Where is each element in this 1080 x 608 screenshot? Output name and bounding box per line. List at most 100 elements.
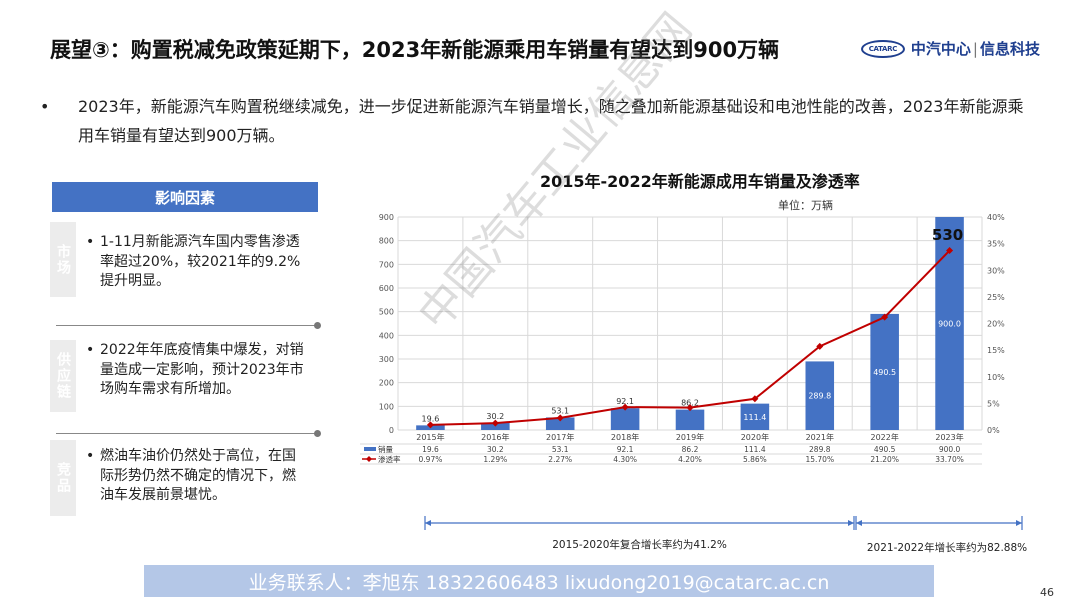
line-point <box>686 404 694 412</box>
slide-title: 展望③：购置税减免政策延期下，2023年新能源乘用车销量有望达到900万辆 <box>50 38 780 62</box>
bar-value-label: 289.8 <box>808 392 831 401</box>
legend-bar-value: 86.2 <box>682 445 699 454</box>
divider-dot <box>314 430 321 437</box>
bar <box>740 403 770 430</box>
legend-line-value: 15.70% <box>805 455 834 464</box>
factor-text-supply-chain: • 2022年年底疫情集中爆发，对销量造成一定影响，预计2023年市场购车需求有… <box>86 341 306 400</box>
x-tick-label: 2020年 <box>741 432 769 442</box>
bar-value-label: 30.2 <box>486 412 504 421</box>
bar-value-label: 900.0 <box>938 320 961 329</box>
growth-bracket-arrow <box>1016 520 1022 526</box>
divider-line <box>56 433 318 434</box>
y-left-tick-label: 600 <box>379 284 394 293</box>
bar <box>610 408 640 430</box>
logo-separator: | <box>972 40 978 58</box>
factor-label-supply-chain: 供应链 <box>50 340 76 412</box>
growth-bracket-arrow <box>856 520 862 526</box>
legend-bar-value: 289.8 <box>809 445 831 454</box>
factor-text-market: • 1-11月新能源汽车国内零售渗透率超过20%，较2021年的9.2%提升明显… <box>86 233 306 292</box>
y-left-tick-label: 500 <box>379 308 394 317</box>
x-tick-label: 2022年 <box>870 432 898 442</box>
intro-text: 2023年，新能源汽车购置税继续减免，进一步促进新能源汽车销量增长，随之叠加新能… <box>78 97 1024 145</box>
chart-title: 2015年-2022年新能源成用车销量及渗透率 <box>540 172 860 191</box>
y-right-tick-label: 20% <box>987 320 1005 329</box>
factor-label-market: 市场 <box>50 222 76 297</box>
x-tick-label: 2018年 <box>611 432 639 442</box>
factor-header: 影响因素 <box>52 182 318 212</box>
legend-bar-swatch <box>364 447 376 451</box>
growth-bracket-arrow <box>425 520 431 526</box>
bar <box>870 313 899 430</box>
chart-unit: 单位：万辆 <box>778 199 833 212</box>
bar-value-label: 490.5 <box>873 368 896 377</box>
line-point <box>881 313 889 321</box>
logo-dept: 信息科技 <box>979 40 1040 58</box>
bar-value-label: 111.4 <box>743 413 766 422</box>
legend-bar-value: 53.1 <box>552 445 569 454</box>
legend-line-value: 5.86% <box>743 455 767 464</box>
legend-line-value: 1.29% <box>483 455 507 464</box>
factor-text-competitor-body: 燃油车油价仍然处于高位，在国际形势仍然不确定的情况下，燃油车发展前景堪忧。 <box>100 448 296 503</box>
bar <box>545 417 575 430</box>
bar-value-label: 86.2 <box>681 399 699 408</box>
growth-annotation-label: 2015-2020年复合增长率约为41.2% <box>552 538 727 551</box>
divider-dot <box>314 322 321 329</box>
growth-bracket-arrow <box>848 520 854 526</box>
legend-line-value: 4.30% <box>613 455 637 464</box>
sales-penetration-chart: 0 100 200 300 400 500 600 700 800 900 0% 5% 10% 15% 20… <box>360 213 1027 554</box>
y-left-tick-label: 400 <box>379 331 394 340</box>
legend-bar-value: 111.4 <box>744 445 766 454</box>
footer-contact: 业务联系人：李旭东 18322606483 lixudong2019@catar… <box>144 565 934 597</box>
factor-text-supply-chain-body: 2022年年底疫情集中爆发，对销量造成一定影响，预计2023年市场购车需求有所增… <box>100 342 304 397</box>
y-right-tick-label: 30% <box>987 266 1005 275</box>
callout-label: 530 <box>932 226 963 244</box>
line-point <box>491 419 499 427</box>
y-left-tick-label: 100 <box>379 402 394 411</box>
bar-value-label: 19.6 <box>422 414 440 423</box>
legend-line-value: 4.20% <box>678 455 702 464</box>
divider-line <box>56 325 318 326</box>
factor-text-market-body: 1-11月新能源汽车国内零售渗透率超过20%，较2021年的9.2%提升明显。 <box>100 234 301 289</box>
x-tick-label: 2015年 <box>416 432 444 442</box>
legend-bar-name: 销量 <box>378 444 393 454</box>
y-left-tick-label: 900 <box>379 213 394 222</box>
legend-line-value: 21.20% <box>870 455 899 464</box>
legend-line-marker <box>366 456 372 462</box>
y-right-tick-label: 15% <box>987 346 1005 355</box>
legend-bar-value: 490.5 <box>874 445 896 454</box>
legend-line-value: 33.70% <box>935 455 964 464</box>
y-right-tick-label: 25% <box>987 293 1005 302</box>
logo-org: 中汽中心 <box>910 40 971 58</box>
y-right-tick-label: 10% <box>987 373 1005 382</box>
x-tick-label: 2017年 <box>546 432 574 442</box>
x-tick-label: 2021年 <box>806 432 834 442</box>
legend-line-value: 2.27% <box>548 455 572 464</box>
line-point <box>946 247 954 255</box>
factor-text-competitor: • 燃油车油价仍然处于高位，在国际形势仍然不确定的情况下，燃油车发展前景堪忧。 <box>86 447 306 506</box>
x-tick-label: 2019年 <box>676 432 704 442</box>
logo: CATARC 中汽中心 | 信息科技 <box>860 38 1040 59</box>
legend-bar-value: 19.6 <box>422 445 439 454</box>
legend-line-name: 渗透率 <box>378 454 401 464</box>
legend-line-value: 0.97% <box>419 455 443 464</box>
y-right-tick-label: 40% <box>987 213 1005 222</box>
y-left-tick-label: 300 <box>379 355 394 364</box>
growth-annotation-label: 2021-2022年增长率约为82.88% <box>867 541 1027 554</box>
bar-value-label: 92.1 <box>616 397 634 406</box>
line-point <box>556 414 564 422</box>
factor-bullet-dot: • <box>86 342 95 358</box>
catarc-logo-icon: CATARC <box>860 39 905 58</box>
intro-bullet: • 2023年，新能源汽车购置税继续减免，进一步促进新能源汽车销量增长，随之叠加… <box>40 92 1030 150</box>
x-tick-label: 2023年 <box>935 432 963 442</box>
legend-bar-value: 900.0 <box>939 445 961 454</box>
line-point <box>816 342 824 350</box>
bullet-dot: • <box>40 97 50 116</box>
bar-value-label: 53.1 <box>551 406 569 415</box>
line-point <box>426 421 434 429</box>
y-right-tick-label: 35% <box>987 240 1005 249</box>
line-point <box>751 395 759 403</box>
y-left-tick-label: 700 <box>379 260 394 269</box>
bar <box>805 361 835 430</box>
y-left-tick-label: 800 <box>379 237 394 246</box>
y-right-tick-label: 5% <box>987 399 1000 408</box>
